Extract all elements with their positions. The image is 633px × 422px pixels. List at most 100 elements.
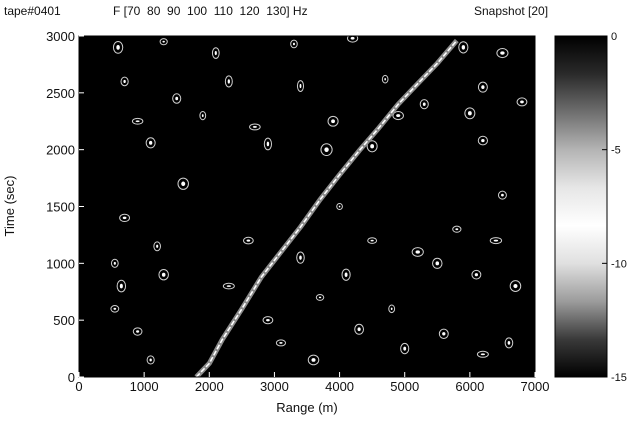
speckle-core — [299, 83, 302, 89]
speckle-outline — [307, 354, 320, 366]
speckle-outline — [489, 237, 503, 245]
speckle-outline — [497, 190, 507, 200]
speckle-core — [161, 272, 166, 277]
speckle-core — [119, 283, 123, 289]
speckle-core — [480, 353, 486, 356]
speckle-outline — [432, 257, 443, 269]
speckle-outline — [388, 304, 396, 314]
speckle-core — [246, 239, 251, 242]
colorbar-ticks: 0 -5 -10 -15 — [602, 31, 627, 384]
speckle-core — [201, 114, 204, 118]
speckle-core — [384, 77, 386, 81]
speckle-outline — [471, 269, 482, 280]
speckle-outline — [438, 328, 449, 339]
speckle-outline — [112, 41, 124, 54]
y-axis: 0 500 1000 1500 2000 2500 3000 — [46, 29, 84, 385]
speckle-outline — [211, 47, 220, 59]
speckle-outline — [336, 202, 343, 211]
speckle-core — [292, 42, 296, 46]
y-tick-label: 1500 — [46, 200, 75, 215]
speckle-core — [357, 327, 361, 332]
speckle-core — [493, 239, 499, 242]
speckle-core — [338, 205, 341, 208]
speckle-core — [520, 100, 524, 104]
speckle-outline — [159, 38, 168, 46]
speckle-core — [467, 111, 472, 116]
speckle-outline — [452, 225, 462, 233]
speckle-outline — [262, 316, 274, 325]
speckle-outline — [346, 36, 359, 43]
speckle-outline — [177, 177, 189, 190]
speckle-outline — [392, 111, 404, 121]
speckle-outline — [146, 355, 155, 365]
speckle-core — [175, 96, 179, 101]
speckle-core — [422, 102, 426, 106]
x-tick-label: 3000 — [260, 379, 289, 394]
speckle-outline — [476, 350, 489, 358]
x-axis: 0 1000 2000 3000 4000 5000 6000 7000 — [75, 372, 549, 394]
plot-area — [79, 36, 535, 377]
speckle-outline — [243, 236, 254, 245]
speckle-core — [344, 272, 348, 277]
x-tick-label: 5000 — [390, 379, 419, 394]
speckle-core — [370, 239, 374, 242]
speckle-core — [135, 120, 140, 123]
speckle-outline — [131, 117, 144, 125]
speckle-outline — [419, 99, 429, 110]
speckle-core — [226, 285, 231, 287]
x-tick-label: 1000 — [130, 379, 159, 394]
speckle-outline — [275, 339, 287, 347]
speckle-core — [324, 147, 329, 153]
speckle-outline — [296, 80, 305, 92]
speckle-core — [435, 261, 440, 266]
speckle-core — [227, 79, 230, 84]
speckle-outline — [496, 48, 509, 59]
speckle-outline — [132, 327, 143, 336]
speckle-core — [501, 193, 504, 197]
y-tick-label: 500 — [53, 313, 75, 328]
speckle-core — [113, 307, 117, 310]
speckle-outline — [367, 237, 378, 244]
speckle-outline — [320, 143, 333, 157]
x-tick-label: 6000 — [455, 379, 484, 394]
speckle-outline — [504, 337, 514, 349]
speckle-outline — [400, 342, 410, 355]
speckle-outline — [477, 135, 489, 146]
speckle-core — [149, 140, 153, 145]
colorbar-tick-label: -15 — [611, 372, 627, 384]
speckle-outline — [110, 258, 119, 268]
y-tick-label: 2000 — [46, 143, 75, 158]
speckle-core — [113, 261, 116, 265]
speckle-core — [318, 296, 322, 299]
speckle-core — [403, 346, 407, 351]
speckle-outline — [116, 279, 127, 293]
speckle-outline — [411, 247, 424, 257]
speckle-core — [252, 126, 257, 128]
speckle-core — [415, 250, 420, 254]
speckle-core — [350, 36, 355, 40]
speckle-core — [442, 332, 446, 336]
colorbar-tick-label: -5 — [611, 145, 621, 157]
x-axis-label: Range (m) — [276, 400, 337, 415]
speckle-core — [156, 244, 159, 248]
x-tick-label: 0 — [75, 379, 82, 394]
y-tick-label: 1000 — [46, 256, 75, 271]
speckle-core — [455, 228, 459, 231]
speckle-core — [123, 79, 126, 84]
speckle-outline — [249, 123, 261, 131]
speckle-outline — [341, 268, 351, 281]
speckle-outline — [199, 110, 207, 121]
speckle-core — [299, 255, 302, 260]
speckle-core — [122, 216, 127, 220]
colorbar-tick-label: 0 — [611, 31, 617, 43]
speckle-outline — [509, 280, 522, 292]
speckle-outline — [120, 76, 129, 87]
speckle-core — [266, 141, 270, 147]
speckle-outline — [158, 268, 169, 281]
speckle-core — [331, 119, 335, 124]
header-tape: tape#0401 — [4, 4, 61, 18]
speckle-outline — [153, 241, 161, 252]
x-tick-label: 7000 — [521, 379, 550, 394]
